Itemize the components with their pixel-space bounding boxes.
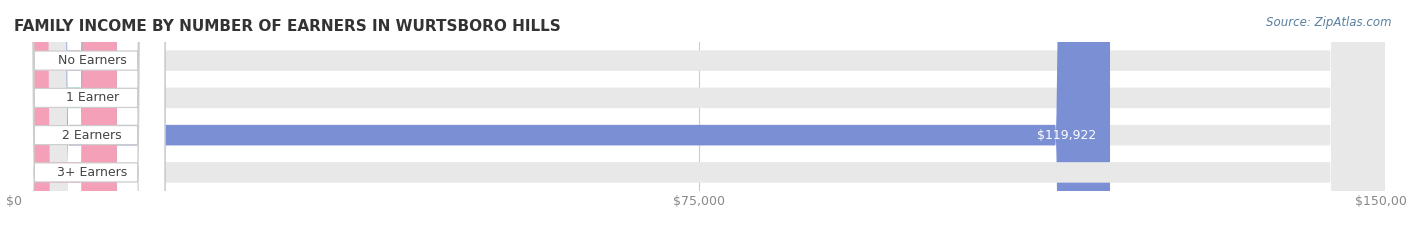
FancyBboxPatch shape: [14, 0, 117, 233]
FancyBboxPatch shape: [14, 0, 117, 233]
Text: FAMILY INCOME BY NUMBER OF EARNERS IN WURTSBORO HILLS: FAMILY INCOME BY NUMBER OF EARNERS IN WU…: [14, 19, 561, 34]
FancyBboxPatch shape: [7, 0, 165, 233]
FancyBboxPatch shape: [7, 0, 165, 233]
FancyBboxPatch shape: [14, 0, 1385, 233]
FancyBboxPatch shape: [14, 0, 1385, 233]
Text: 3+ Earners: 3+ Earners: [58, 166, 128, 179]
FancyBboxPatch shape: [7, 0, 165, 233]
Text: $0: $0: [131, 166, 146, 179]
Text: Source: ZipAtlas.com: Source: ZipAtlas.com: [1267, 16, 1392, 29]
FancyBboxPatch shape: [14, 0, 1385, 233]
Text: No Earners: No Earners: [58, 54, 127, 67]
Text: 1 Earner: 1 Earner: [66, 91, 118, 104]
Text: $119,922: $119,922: [1038, 129, 1097, 142]
Text: $0: $0: [131, 54, 146, 67]
FancyBboxPatch shape: [14, 0, 1109, 233]
FancyBboxPatch shape: [14, 0, 1385, 233]
FancyBboxPatch shape: [7, 0, 165, 233]
FancyBboxPatch shape: [14, 0, 117, 233]
Text: $0: $0: [131, 91, 146, 104]
Text: 2 Earners: 2 Earners: [62, 129, 122, 142]
